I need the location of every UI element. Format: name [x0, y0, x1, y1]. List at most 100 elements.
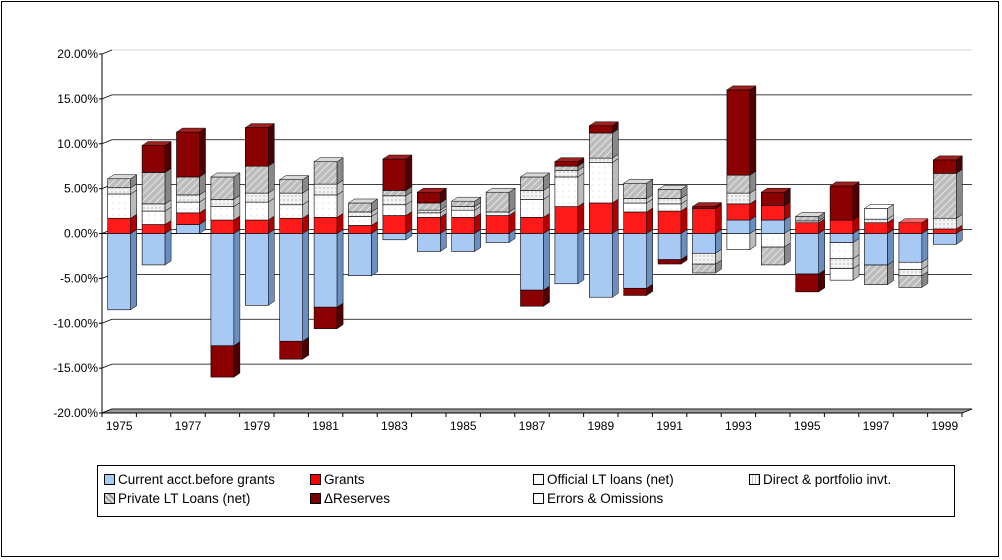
bar-segment — [554, 206, 579, 234]
bar-segment — [382, 215, 407, 234]
bar-segment-top — [347, 198, 379, 204]
bar-segment — [760, 205, 785, 221]
bar-stack — [347, 198, 379, 277]
bar-stack — [863, 203, 895, 286]
bar-segment — [932, 228, 957, 234]
bar-segment — [829, 219, 854, 234]
bar-segment — [623, 182, 648, 199]
bar-segment — [382, 195, 407, 206]
bar-segment-top — [175, 127, 207, 133]
legend-swatch-icon — [749, 473, 760, 485]
bar-segment-top — [106, 174, 138, 180]
bar-segment-side — [164, 229, 172, 266]
bar-segment — [795, 216, 820, 222]
bar-stack — [657, 185, 688, 265]
gridline-slant — [101, 363, 113, 369]
bar-segment — [898, 275, 923, 288]
bar-segment — [588, 125, 613, 134]
bar-segment-top — [760, 187, 792, 193]
bar-segment — [864, 222, 888, 234]
bar-segment-side — [612, 229, 619, 298]
bar-segment — [313, 306, 338, 329]
bar-segment — [313, 161, 338, 185]
bar-segment — [864, 218, 888, 224]
bar-segment — [313, 217, 338, 234]
bar-segment-top — [416, 187, 448, 193]
bar-segment-side — [612, 198, 619, 234]
legend-label: Errors & Omissions — [547, 491, 664, 506]
bar-segment — [520, 176, 544, 191]
bar-segment-side — [268, 161, 275, 194]
bar-segment — [416, 217, 441, 234]
bar-segment — [279, 340, 304, 360]
bar-segment-top — [278, 175, 310, 180]
bar-segment — [554, 161, 579, 167]
bar-segment-side — [233, 341, 241, 378]
bar-segment — [313, 194, 338, 218]
legend-label: Grants — [324, 472, 365, 487]
bar-segment — [657, 189, 682, 199]
bar-segment — [932, 217, 957, 230]
legend-item-delta-reserves: ΔReserves — [310, 491, 390, 507]
bar-segment — [485, 211, 510, 216]
bar-segment-side — [336, 157, 344, 185]
gridline-slant — [101, 49, 113, 55]
bar-segment-side — [233, 172, 241, 200]
bar-segment — [245, 233, 269, 306]
bar-stack — [898, 218, 929, 288]
y-tick-label: -20.00% — [53, 406, 98, 420]
bar-segment — [451, 200, 476, 207]
bar-segment — [726, 203, 751, 221]
bar-stack — [416, 187, 448, 252]
bar-segment-side — [646, 207, 653, 234]
bar-segment — [864, 233, 888, 266]
legend-label: ΔReserves — [324, 491, 391, 506]
x-tick-label: 1981 — [312, 419, 339, 433]
y-tick-label: -15.00% — [53, 361, 98, 375]
bar-segment — [898, 261, 923, 270]
bar-stack — [278, 175, 310, 360]
legend-item-errors-omissions: Errors & Omissions — [533, 491, 663, 507]
bar-segment — [245, 127, 269, 167]
y-tick-label: 15.00% — [57, 92, 98, 106]
bar-segment — [107, 187, 131, 195]
bar-segment — [554, 176, 579, 207]
bar-segment — [657, 198, 682, 205]
bar-segment — [107, 217, 131, 234]
bar-segment — [176, 212, 200, 225]
bar-segment — [760, 191, 785, 206]
legend-swatch-icon — [533, 492, 544, 504]
bar-segment — [932, 233, 957, 245]
bar-segment — [210, 176, 235, 200]
bar-stack — [244, 123, 276, 306]
bar-segment — [623, 233, 648, 289]
y-tick-label: 20.00% — [57, 47, 98, 61]
bar-segment — [416, 212, 441, 218]
bar-segment — [520, 190, 544, 200]
bar-segment — [245, 192, 269, 203]
bar-segment — [726, 192, 751, 205]
bar-stack — [726, 85, 757, 251]
legend-swatch-icon — [104, 473, 115, 485]
bar-segment-side — [749, 85, 757, 176]
bar-segment — [554, 233, 579, 285]
bar-segment — [176, 201, 200, 214]
bar-segment — [898, 233, 923, 263]
bar-segment-top — [863, 204, 895, 209]
bar-stack — [554, 157, 585, 285]
legend-swatch-icon — [310, 473, 321, 485]
bar-segment — [107, 233, 131, 311]
bar-segment — [141, 203, 166, 212]
bar-segment-side — [577, 229, 585, 285]
bar-stack — [210, 172, 241, 378]
bar-segment — [864, 264, 888, 285]
bar-segment — [726, 219, 751, 234]
bar-segment — [485, 191, 510, 213]
legend-label: Private LT Loans (net) — [118, 491, 251, 506]
bar-segment — [176, 131, 200, 178]
bar-segment — [795, 222, 820, 234]
bar-segment — [382, 158, 407, 191]
bar-stack — [382, 154, 413, 241]
bar-segment — [485, 233, 510, 243]
bar-segment — [279, 179, 304, 194]
